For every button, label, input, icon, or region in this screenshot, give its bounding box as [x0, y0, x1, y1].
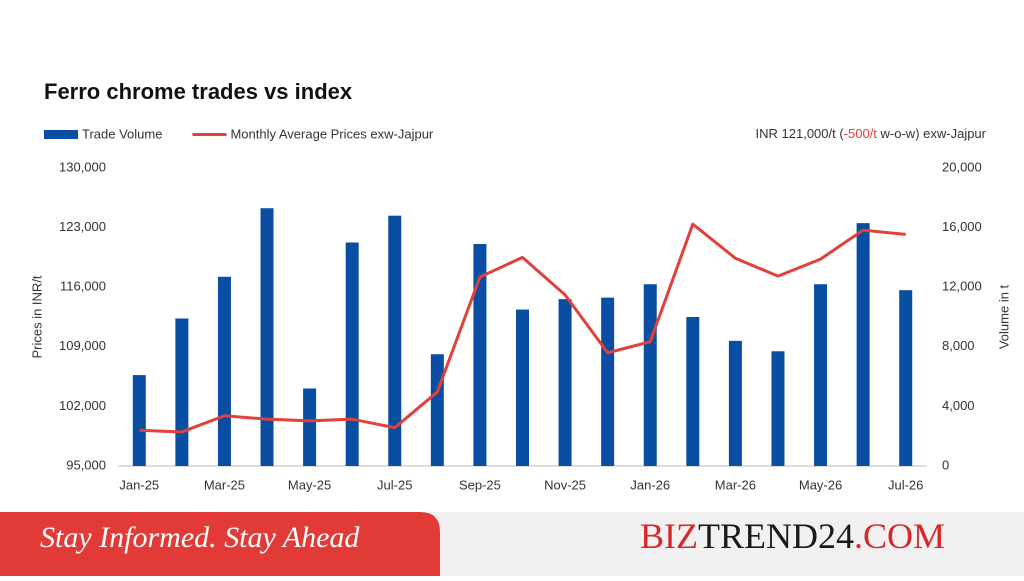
- x-tick-label: Mar-26: [715, 477, 756, 492]
- bar: [814, 284, 828, 466]
- bar: [345, 242, 359, 466]
- y-tick-label: 123,000: [59, 219, 106, 234]
- bar: [303, 388, 317, 466]
- x-tick-label: Jul-26: [888, 477, 923, 492]
- y2-tick-label: 8,000: [942, 338, 975, 353]
- brand-part: TREND24: [698, 516, 854, 556]
- x-tick-label: Sep-25: [459, 477, 501, 492]
- x-tick-label: Jan-25: [119, 477, 159, 492]
- y-axis-label: Prices in INR/t: [29, 275, 44, 358]
- bar: [132, 375, 146, 466]
- tagline-banner: [0, 512, 440, 576]
- y-tick-label: 95,000: [66, 457, 106, 472]
- y2-tick-label: 12,000: [942, 279, 982, 294]
- price-line: [139, 222, 906, 434]
- bar: [260, 208, 274, 467]
- bar: [899, 290, 913, 466]
- bar: [175, 318, 189, 466]
- chart-title: Ferro chrome trades vs index: [44, 79, 353, 104]
- x-tick-label: Nov-25: [544, 477, 586, 492]
- annotation: INR 121,000/t (-500/t w-o-w) exw-Jajpur: [756, 126, 987, 141]
- y-tick-label: 130,000: [59, 159, 106, 174]
- y2-tick-label: 4,000: [942, 398, 975, 413]
- y2-tick-label: 16,000: [942, 219, 982, 234]
- y2-tick-label: 0: [942, 457, 949, 472]
- brand: BIZTREND24.COM: [640, 516, 945, 556]
- bar: [217, 276, 231, 466]
- y-tick-label: 109,000: [59, 338, 106, 353]
- bar: [601, 297, 615, 466]
- y2-axis-label: Volume in t: [996, 284, 1011, 349]
- bar: [686, 317, 700, 466]
- x-tick-label: May-26: [799, 477, 842, 492]
- bar: [473, 243, 487, 466]
- annotation-part: -500/t: [844, 126, 878, 141]
- annotation-part: w-o-w) exw-Jajpur: [877, 126, 987, 141]
- legend-swatch: [44, 130, 78, 139]
- bar: [516, 309, 529, 466]
- brand-part: .COM: [854, 516, 945, 556]
- bar: [558, 299, 572, 466]
- bar: [430, 354, 444, 466]
- bar: [856, 223, 870, 466]
- legend-label: Monthly Average Prices exw-Jajpur: [230, 126, 433, 141]
- y-tick-label: 116,000: [60, 279, 106, 294]
- tagline: Stay Informed. Stay Ahead: [40, 521, 360, 554]
- y-tick-label: 102,000: [59, 398, 106, 413]
- y2-tick-label: 20,000: [942, 159, 982, 174]
- bar: [643, 284, 657, 466]
- x-tick-label: Jul-25: [377, 477, 412, 492]
- x-tick-label: May-25: [288, 477, 331, 492]
- x-tick-label: Mar-25: [204, 477, 245, 492]
- legend-label: Trade Volume: [82, 126, 162, 141]
- x-tick-label: Jan-26: [630, 477, 670, 492]
- bar: [771, 351, 785, 466]
- bar: [388, 215, 402, 466]
- footer: Stay Informed. Stay Ahead BIZTREND24.COM: [0, 512, 1024, 576]
- bar: [728, 340, 742, 466]
- annotation-part: INR 121,000/t (: [756, 126, 845, 141]
- brand-part: BIZ: [640, 516, 698, 556]
